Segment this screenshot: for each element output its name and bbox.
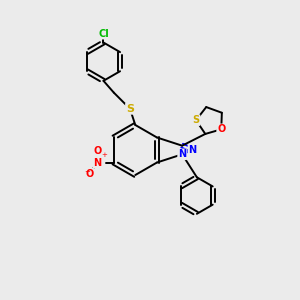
Text: N: N	[93, 158, 101, 167]
Text: −: −	[84, 169, 90, 175]
Text: +: +	[101, 152, 107, 158]
Text: N: N	[178, 149, 186, 159]
Text: N: N	[188, 145, 196, 155]
Text: S: S	[192, 115, 200, 125]
Text: O: O	[217, 124, 225, 134]
Text: O: O	[85, 169, 93, 179]
Text: S: S	[126, 104, 134, 114]
Text: O: O	[93, 146, 101, 156]
Text: Cl: Cl	[98, 29, 109, 39]
